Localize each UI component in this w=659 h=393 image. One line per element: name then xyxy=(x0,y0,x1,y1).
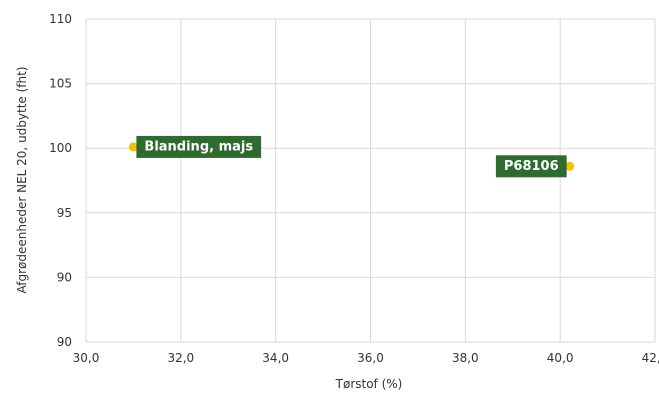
y-tick-label: 90 xyxy=(57,270,72,284)
x-tick-label: 36,0 xyxy=(357,351,384,365)
data-point xyxy=(565,161,575,171)
x-tick-label: 34,0 xyxy=(262,351,289,365)
y-axis-ticks: 90 90 95 100 105 110 xyxy=(49,12,72,349)
y-tick-label: 110 xyxy=(49,12,72,26)
x-tick-label: 30,0 xyxy=(73,351,100,365)
y-axis-title: Afgrødeenheder NEL 20, udbytte (fht) xyxy=(15,66,29,293)
y-tick-label: 90 xyxy=(57,335,72,349)
point-label: P68106 xyxy=(495,155,567,178)
y-tick-label: 95 xyxy=(57,206,72,220)
point-label: Blanding, majs xyxy=(136,135,262,158)
point-label-text: Blanding, majs xyxy=(144,139,253,154)
point-label-box xyxy=(495,155,567,178)
point-label-box xyxy=(136,135,262,158)
y-tick-label: 105 xyxy=(49,77,72,91)
x-tick-label: 42,0 xyxy=(642,351,659,365)
point-label-text: P68106 xyxy=(504,159,559,174)
x-tick-label: 32,0 xyxy=(167,351,194,365)
grid-lines xyxy=(85,18,656,343)
x-axis-ticks: 30,0 32,0 34,0 36,0 38,0 40,0 42,0 xyxy=(73,351,659,365)
data-points: Blanding, majs P68106 xyxy=(128,135,575,178)
x-tick-label: 38,0 xyxy=(452,351,479,365)
x-tick-label: 40,0 xyxy=(547,351,574,365)
y-tick-label: 100 xyxy=(49,141,72,155)
data-point xyxy=(128,142,138,152)
x-axis-title: Tørstof (%) xyxy=(335,377,403,391)
